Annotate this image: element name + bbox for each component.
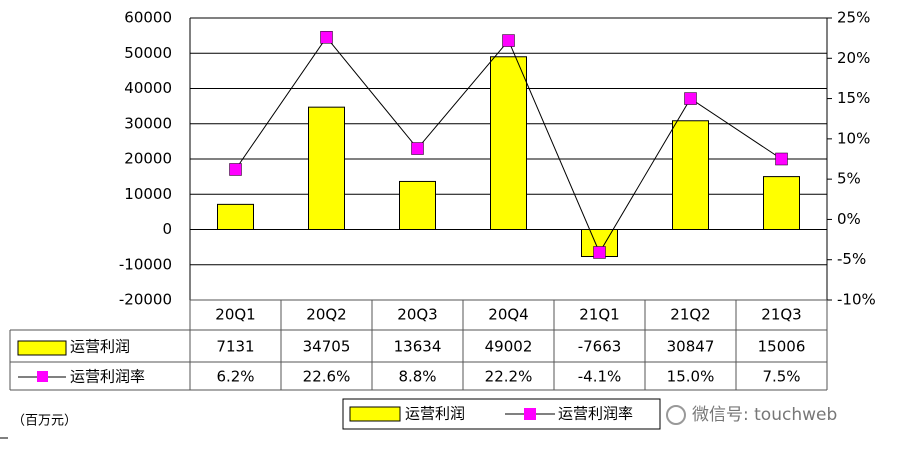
marker xyxy=(593,246,606,259)
x-tick-label: 20Q4 xyxy=(488,306,528,324)
y-tick-label: 60000 xyxy=(124,9,172,27)
y-tick-label: 0 xyxy=(162,220,172,238)
watermark: 微信号: touchweb xyxy=(692,405,837,425)
unit-label: （百万元） xyxy=(12,414,77,429)
y2-tick-label: 25% xyxy=(837,9,870,27)
legend-label: 运营利润 xyxy=(70,338,130,356)
y-tick-label: 10000 xyxy=(124,185,172,203)
bar xyxy=(490,56,527,231)
marker xyxy=(502,34,515,47)
x-tick-label: 21Q1 xyxy=(579,306,619,324)
y2-tick-label: 15% xyxy=(837,89,870,107)
x-tick-label: 21Q2 xyxy=(670,306,710,324)
table-value: 6.2% xyxy=(216,368,254,386)
y-tick-label: 20000 xyxy=(124,150,172,168)
legend-label: 运营利润 xyxy=(405,405,465,423)
bar xyxy=(672,120,709,230)
y-tick-label: -20000 xyxy=(119,291,172,309)
marker xyxy=(684,92,697,105)
bar xyxy=(399,180,436,231)
watermark-icon xyxy=(666,405,686,425)
table-value: 15006 xyxy=(758,338,806,356)
legend-swatch xyxy=(17,340,67,356)
bar xyxy=(217,203,254,230)
y2-tick-label: 0% xyxy=(837,210,861,228)
table-value: 7131 xyxy=(216,338,254,356)
table-value: 30847 xyxy=(667,338,715,356)
legend-marker xyxy=(37,371,48,382)
y2-tick-label: -10% xyxy=(837,291,876,309)
legend-marker xyxy=(524,408,536,420)
legend-label: 运营利润率 xyxy=(70,368,145,386)
bar xyxy=(308,106,345,230)
x-tick-label: 20Q1 xyxy=(215,306,255,324)
y2-tick-label: 20% xyxy=(837,49,870,67)
x-tick-label: 20Q3 xyxy=(397,306,437,324)
table-value: 49002 xyxy=(485,338,533,356)
table-value: -4.1% xyxy=(578,368,622,386)
marker xyxy=(320,31,333,44)
y-tick-label: 30000 xyxy=(124,114,172,132)
y-tick-label: 50000 xyxy=(124,44,172,62)
y-tick-label: -10000 xyxy=(119,255,172,273)
table-value: 22.6% xyxy=(303,368,351,386)
table-value: 13634 xyxy=(394,338,442,356)
table-value: 15.0% xyxy=(667,368,715,386)
y2-tick-label: 5% xyxy=(837,170,861,188)
x-tick-label: 21Q3 xyxy=(761,306,801,324)
table-value: 22.2% xyxy=(485,368,533,386)
y-tick-label: 40000 xyxy=(124,79,172,97)
marker xyxy=(229,163,242,176)
marker xyxy=(775,152,788,166)
legend-swatch xyxy=(349,406,401,422)
table-value: 34705 xyxy=(303,338,351,356)
y2-tick-label: -5% xyxy=(837,250,866,268)
marker xyxy=(411,142,424,155)
y2-tick-label: 10% xyxy=(837,129,870,147)
bar xyxy=(763,176,800,230)
x-tick-label: 20Q2 xyxy=(306,306,346,324)
table-value: 8.8% xyxy=(398,368,436,386)
table-value: 7.5% xyxy=(762,368,800,386)
legend-label: 运营利润率 xyxy=(558,405,633,423)
table-value: -7663 xyxy=(578,338,622,356)
